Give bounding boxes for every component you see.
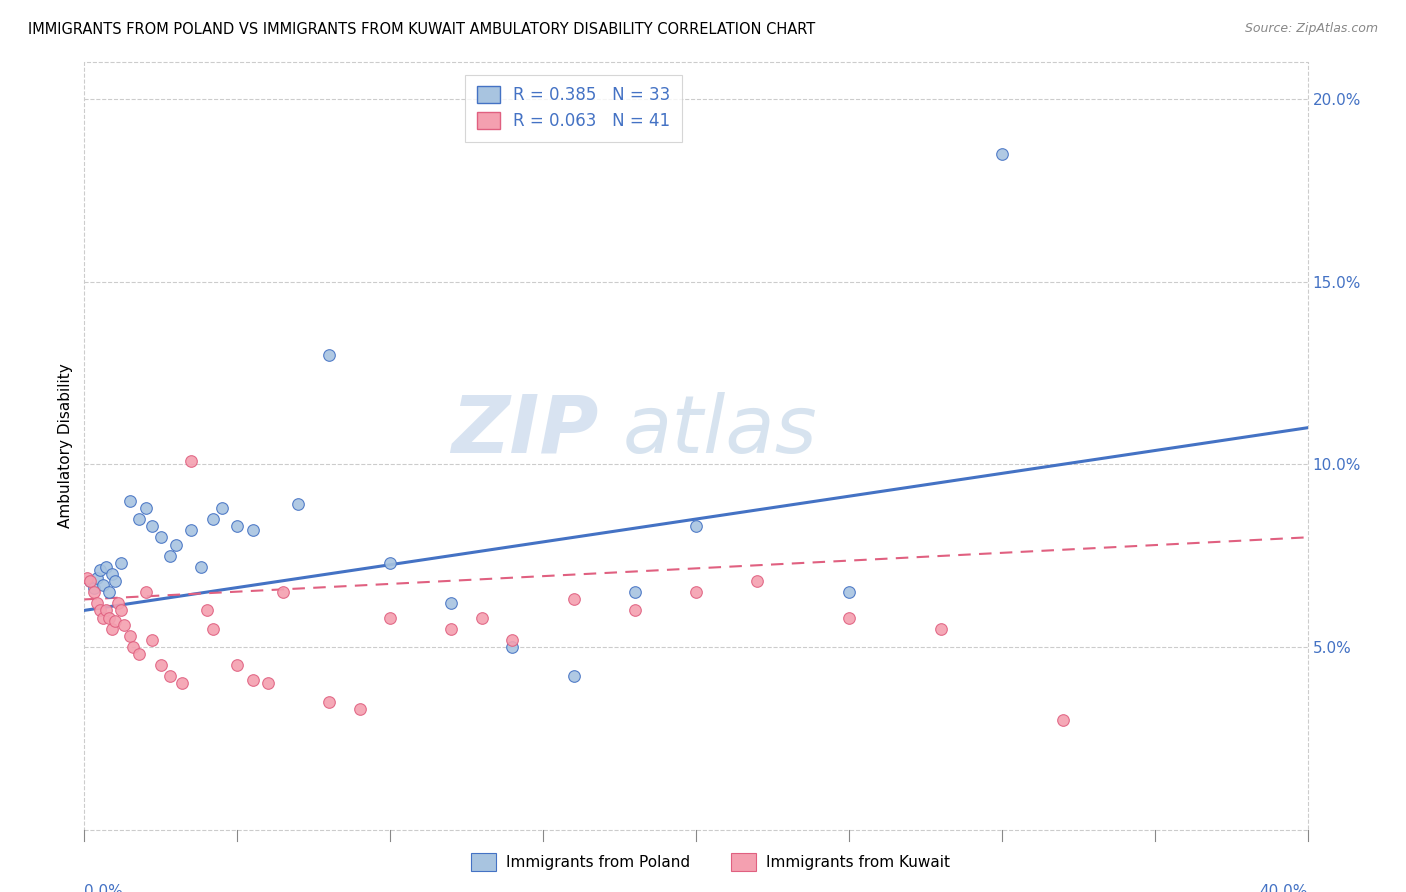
Point bbox=[380, 556, 402, 570]
Point bbox=[89, 603, 111, 617]
Point bbox=[349, 702, 371, 716]
Text: 40.0%: 40.0% bbox=[1260, 884, 1308, 892]
Point bbox=[201, 512, 224, 526]
Point bbox=[991, 146, 1014, 161]
Legend: R = 0.385   N = 33, R = 0.063   N = 41: R = 0.385 N = 33, R = 0.063 N = 41 bbox=[465, 75, 682, 142]
Point bbox=[79, 574, 101, 589]
Point bbox=[180, 523, 202, 537]
Point bbox=[101, 622, 124, 636]
Point bbox=[380, 610, 402, 624]
Point bbox=[110, 556, 132, 570]
Point bbox=[135, 501, 157, 516]
Y-axis label: Ambulatory Disability: Ambulatory Disability bbox=[58, 364, 73, 528]
Text: Source: ZipAtlas.com: Source: ZipAtlas.com bbox=[1244, 22, 1378, 36]
Point bbox=[94, 603, 117, 617]
Point bbox=[211, 501, 233, 516]
Point bbox=[107, 596, 129, 610]
Point bbox=[195, 603, 218, 617]
Point bbox=[747, 574, 769, 589]
Text: Immigrants from Poland: Immigrants from Poland bbox=[506, 855, 690, 870]
Point bbox=[1052, 713, 1074, 727]
Point bbox=[685, 585, 707, 599]
Point bbox=[257, 676, 280, 690]
Point bbox=[318, 348, 340, 362]
Point bbox=[562, 669, 585, 683]
Point bbox=[91, 610, 114, 624]
Point bbox=[149, 530, 172, 544]
Point bbox=[79, 574, 101, 589]
Point bbox=[94, 559, 117, 574]
Point bbox=[502, 640, 524, 654]
Point bbox=[97, 585, 120, 599]
Text: IMMIGRANTS FROM POLAND VS IMMIGRANTS FROM KUWAIT AMBULATORY DISABILITY CORRELATI: IMMIGRANTS FROM POLAND VS IMMIGRANTS FRO… bbox=[28, 22, 815, 37]
Point bbox=[83, 585, 105, 599]
Point bbox=[180, 453, 202, 467]
Point bbox=[624, 603, 647, 617]
Text: ZIP: ZIP bbox=[451, 392, 598, 470]
Point bbox=[112, 618, 135, 632]
Text: atlas: atlas bbox=[623, 392, 817, 470]
Point bbox=[165, 538, 187, 552]
Point bbox=[440, 596, 463, 610]
Point bbox=[838, 610, 860, 624]
Point bbox=[624, 585, 647, 599]
Point bbox=[135, 585, 157, 599]
Point bbox=[190, 559, 212, 574]
Point bbox=[685, 519, 707, 533]
Point bbox=[242, 523, 264, 537]
Point bbox=[502, 632, 524, 647]
Point bbox=[83, 582, 105, 596]
Text: 0.0%: 0.0% bbox=[84, 884, 124, 892]
Point bbox=[271, 585, 294, 599]
Point bbox=[172, 676, 194, 690]
Point bbox=[120, 629, 142, 643]
Text: Immigrants from Kuwait: Immigrants from Kuwait bbox=[766, 855, 950, 870]
Point bbox=[471, 610, 494, 624]
Point bbox=[97, 610, 120, 624]
Point bbox=[242, 673, 264, 687]
Point bbox=[838, 585, 860, 599]
Point bbox=[128, 647, 150, 661]
Point bbox=[141, 632, 163, 647]
Point bbox=[104, 615, 127, 629]
Point bbox=[440, 622, 463, 636]
Point bbox=[89, 563, 111, 577]
Point bbox=[91, 578, 114, 592]
Point bbox=[104, 574, 127, 589]
Point bbox=[318, 695, 340, 709]
Point bbox=[122, 640, 145, 654]
Point bbox=[929, 622, 952, 636]
Point bbox=[226, 519, 249, 533]
Point bbox=[110, 603, 132, 617]
Point bbox=[226, 658, 249, 673]
Point bbox=[76, 570, 98, 584]
Point bbox=[159, 549, 181, 563]
Point bbox=[86, 570, 108, 584]
Point bbox=[287, 498, 309, 512]
Point bbox=[128, 512, 150, 526]
Point bbox=[159, 669, 181, 683]
Point bbox=[149, 658, 172, 673]
Point bbox=[120, 493, 142, 508]
Point bbox=[86, 596, 108, 610]
Point bbox=[101, 566, 124, 581]
Point bbox=[141, 519, 163, 533]
Point bbox=[562, 592, 585, 607]
Point bbox=[201, 622, 224, 636]
